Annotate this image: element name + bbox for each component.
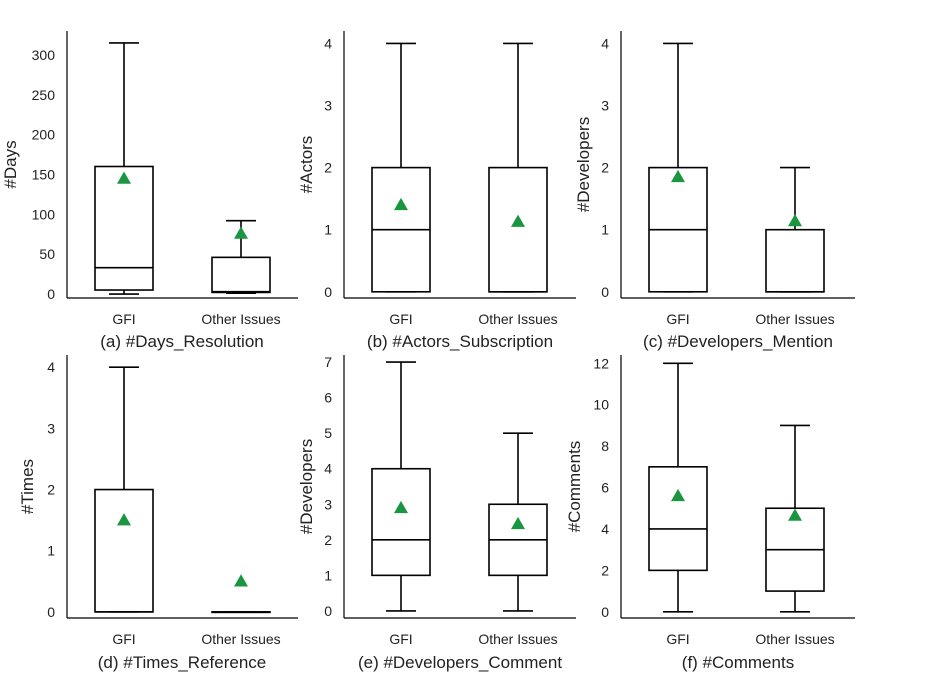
y-tick-label: 5: [324, 425, 332, 441]
y-tick-label: 1: [324, 567, 332, 583]
x-tick-label: GFI: [666, 311, 689, 327]
y-tick-label: 0: [601, 604, 609, 620]
x-tick-label: GFI: [389, 631, 412, 647]
x-tick-label: GFI: [112, 311, 135, 327]
mean-marker: [234, 574, 248, 587]
y-axis-label: #Developers: [297, 439, 316, 534]
subplot-title: (e) #Developers_Comment: [358, 653, 562, 672]
x-tick-label: GFI: [112, 631, 135, 647]
subplot-title: (d) #Times_Reference: [98, 653, 267, 672]
subplot-title: (a) #Days_Resolution: [100, 332, 263, 351]
y-tick-label: 300: [32, 47, 56, 63]
panel-4: 0 1 2 3 4 #Times GFI Other Issues (d) #Times_Ref…: [18, 355, 298, 672]
panel-2: 0 1 2 3 4 #Actors GFI Other Issues (b) #Actors_S…: [297, 31, 576, 351]
box-gfi: [371, 42, 431, 293]
box-other-issues: [488, 432, 548, 612]
subplot-title: (c) #Developers_Mention: [643, 332, 833, 351]
panel-1: 0 50 100 150 200 250 300 #Days GFI Other Issues (a…: [1, 31, 298, 351]
y-tick-label: 12: [593, 355, 609, 371]
panel-6: 0 2 4 6 8 10 12 #Comments GFI Other Issues (f) #Co…: [565, 355, 855, 672]
box-gfi: [94, 42, 154, 295]
y-axis-label: #Days: [1, 140, 20, 188]
box-gfi: [371, 361, 431, 612]
mean-marker: [394, 197, 408, 211]
y-tick-label: 6: [324, 390, 332, 406]
panel-5: 0 1 2 3 4 5 6 7 #Developers GFI Other Issues (e) #D…: [297, 354, 576, 672]
box-gfi: [94, 366, 154, 613]
box-other-issues: [488, 42, 548, 293]
x-tick-label: Other Issues: [755, 311, 834, 327]
y-tick-label: 150: [32, 166, 56, 182]
mean-marker: [788, 214, 802, 227]
y-tick-label: 0: [324, 603, 332, 619]
x-tick-label: Other Issues: [201, 631, 280, 647]
mean-marker: [117, 171, 131, 184]
y-tick-label: 3: [324, 496, 332, 512]
y-tick-label: 2: [601, 562, 609, 578]
y-tick-label: 50: [39, 246, 55, 262]
y-tick-label: 1: [47, 543, 55, 559]
box-other-issues: [211, 574, 271, 614]
y-tick-label: 200: [32, 127, 56, 143]
x-tick-label: Other Issues: [478, 631, 557, 647]
iqr-box: [211, 256, 271, 294]
iqr-box: [488, 166, 548, 293]
y-tick-label: 4: [324, 35, 332, 51]
iqr-box: [371, 467, 431, 577]
iqr-box: [94, 488, 154, 613]
x-tick-label: Other Issues: [478, 311, 557, 327]
y-tick-label: 1: [601, 222, 609, 238]
y-tick-label: 7: [324, 354, 332, 370]
y-axis-label: #Developers: [574, 117, 593, 212]
mean-marker: [394, 500, 408, 514]
y-tick-label: 8: [601, 438, 609, 454]
y-tick-label: 0: [601, 284, 609, 300]
mean-marker: [788, 508, 802, 521]
y-axis-label: #Times: [18, 459, 37, 514]
y-tick-label: 2: [47, 482, 55, 498]
y-tick-label: 0: [47, 604, 55, 620]
x-tick-label: Other Issues: [201, 311, 280, 327]
y-tick-label: 4: [324, 461, 332, 477]
mean-marker: [234, 226, 248, 239]
panel-3: 0 1 2 3 4 #Developers GFI Other Issues (c) #Deve…: [574, 31, 855, 351]
y-tick-label: 3: [601, 98, 609, 114]
y-tick-label: 2: [324, 160, 332, 176]
y-axis-label: #Comments: [565, 441, 584, 533]
box-other-issues: [211, 219, 271, 295]
iqr-box: [648, 466, 708, 572]
y-tick-label: 0: [324, 284, 332, 300]
y-tick-label: 1: [324, 222, 332, 238]
subplot-title: (f) #Comments: [682, 653, 794, 672]
subplot-title: (b) #Actors_Subscription: [367, 332, 553, 351]
mean-marker: [511, 516, 525, 530]
box-other-issues: [765, 424, 825, 613]
box-other-issues: [765, 166, 825, 293]
iqr-box: [765, 228, 825, 293]
y-tick-label: 3: [47, 420, 55, 436]
y-tick-label: 250: [32, 87, 56, 103]
box-gfi: [648, 42, 708, 293]
y-tick-label: 4: [601, 521, 609, 537]
mean-marker: [117, 513, 131, 526]
mean-marker: [671, 488, 685, 502]
y-tick-label: 6: [601, 480, 609, 496]
mean-marker: [671, 169, 685, 183]
box-gfi: [648, 362, 708, 613]
y-tick-label: 0: [47, 286, 55, 302]
y-tick-label: 3: [324, 98, 332, 114]
y-tick-label: 4: [47, 359, 55, 375]
y-tick-label: 4: [601, 35, 609, 51]
x-tick-label: GFI: [389, 311, 412, 327]
x-tick-label: Other Issues: [755, 631, 834, 647]
mean-marker: [511, 214, 525, 227]
iqr-box: [94, 165, 154, 291]
y-axis-label: #Actors: [297, 136, 316, 194]
y-tick-label: 2: [324, 532, 332, 548]
y-tick-label: 100: [32, 206, 56, 222]
y-tick-label: 2: [601, 160, 609, 176]
y-tick-label: 10: [593, 397, 609, 413]
x-tick-label: GFI: [666, 631, 689, 647]
